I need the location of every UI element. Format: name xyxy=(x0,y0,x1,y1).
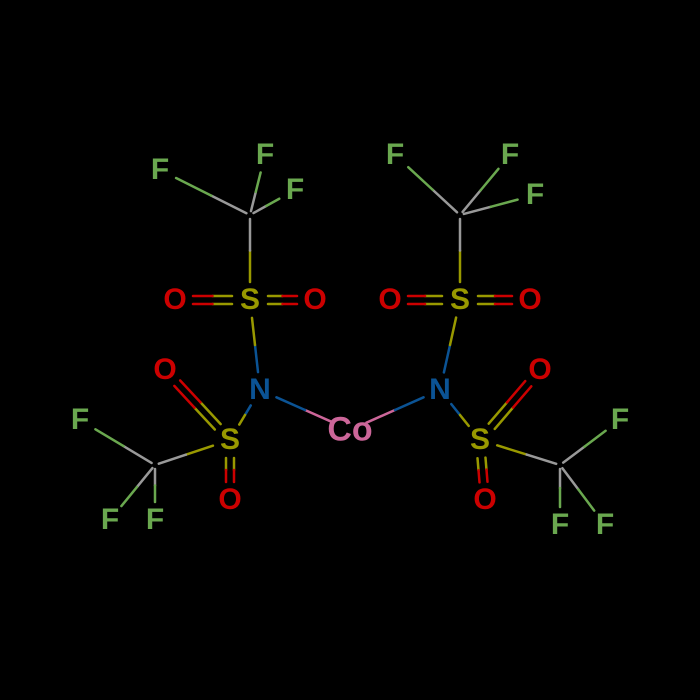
atom-F_TR2: F xyxy=(501,138,519,172)
atom-S_L_up: S xyxy=(240,283,260,317)
atom-O_R_up1: O xyxy=(378,283,401,317)
atom-O_L_up2: O xyxy=(303,283,326,317)
atom-S_R_dn: S xyxy=(470,423,490,457)
atom-F_L1: F xyxy=(71,403,89,437)
atom-O_L_dn1: O xyxy=(153,353,176,387)
atom-O_L_dn2: O xyxy=(218,483,241,517)
atom-F_R3: F xyxy=(596,508,614,542)
atom-F_TL2: F xyxy=(256,138,274,172)
atom-O_R_dn2: O xyxy=(473,483,496,517)
atom-F_TL1: F xyxy=(151,153,169,187)
atom-F_R2: F xyxy=(551,508,569,542)
atom-F_TL3: F xyxy=(286,173,304,207)
atom-N_L: N xyxy=(249,373,271,407)
atom-O_R_up2: O xyxy=(518,283,541,317)
atom-N_R: N xyxy=(429,373,451,407)
atom-O_L_up1: O xyxy=(163,283,186,317)
atom-F_TR3: F xyxy=(526,178,544,212)
atom-F_L2: F xyxy=(101,503,119,537)
atom-F_L3: F xyxy=(146,503,164,537)
atom-F_R1: F xyxy=(611,403,629,437)
atom-F_TR1: F xyxy=(386,138,404,172)
atom-O_R_dn1: O xyxy=(528,353,551,387)
atom-S_L_dn: S xyxy=(220,423,240,457)
bond-layer xyxy=(0,0,700,700)
atom-Co: Co xyxy=(327,411,372,450)
atom-S_R_up: S xyxy=(450,283,470,317)
